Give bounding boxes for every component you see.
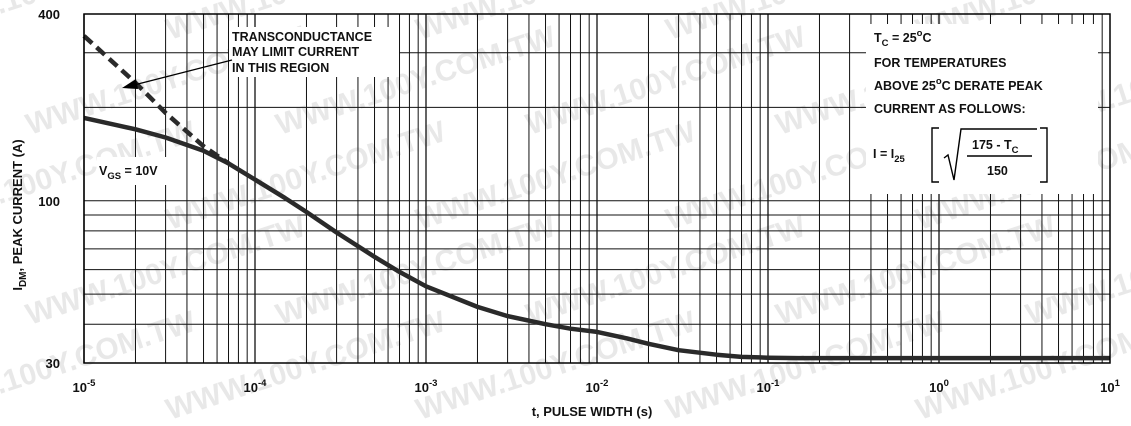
- x-tick-label: 10-3: [415, 378, 438, 395]
- plot-frame: [83, 13, 1111, 364]
- transconductance-annotation: TRANSCONDUCTANCE MAY LIMIT CURRENT IN TH…: [122, 27, 399, 89]
- x-tick-label: 10-2: [586, 378, 609, 395]
- svg-text:FOR TEMPERATURES: FOR TEMPERATURES: [874, 56, 1006, 70]
- y-tick-label: 30: [46, 356, 60, 371]
- peak-current-curve: [83, 115, 1110, 361]
- y-tick-label: 400: [38, 7, 60, 22]
- curves: [82, 34, 1110, 361]
- sqrt-sign: [943, 128, 1037, 181]
- x-tick-label: 100: [929, 378, 949, 395]
- arrowhead-icon: [122, 79, 138, 89]
- tick-labels: 10-5 10-4 10-3 10-2 10-1 100 101 400 100 30: [38, 7, 1120, 395]
- x-tick-label: 10-5: [73, 378, 97, 395]
- svg-text:CURRENT AS FOLLOWS:: CURRENT AS FOLLOWS:: [874, 102, 1026, 116]
- x-tick-label: 101: [1100, 378, 1120, 395]
- x-tick-label: 10-1: [757, 378, 781, 395]
- x-tick-label: 10-4: [244, 378, 268, 395]
- svg-text:VGS = 10V: VGS = 10V: [99, 164, 158, 182]
- svg-text:TC = 25oC: TC = 25oC: [874, 28, 932, 49]
- svg-text:MAY LIMIT CURRENT: MAY LIMIT CURRENT: [232, 45, 359, 59]
- left-bracket: [931, 127, 939, 183]
- dashed-transconductance-line: [82, 34, 230, 166]
- svg-text:150: 150: [987, 164, 1008, 178]
- svg-text:175 - TC: 175 - TC: [972, 138, 1019, 156]
- right-bracket: [1040, 127, 1048, 183]
- vgs-annotation: VGS = 10V: [97, 157, 179, 185]
- x-axis-title: t, PULSE WIDTH (s): [532, 404, 653, 419]
- annotation-arrow: [133, 59, 233, 86]
- y-tick-label: 100: [38, 194, 60, 209]
- derating-note: TC = 25oC FOR TEMPERATURES ABOVE 25oC DE…: [866, 24, 1098, 194]
- svg-text:IN THIS REGION: IN THIS REGION: [232, 61, 329, 75]
- svg-text:TRANSCONDUCTANCE: TRANSCONDUCTANCE: [232, 30, 372, 44]
- y-axis-title: IDM, PEAK CURRENT (A): [10, 139, 29, 290]
- derating-formula: I = I25 175 - TC 150: [873, 127, 1048, 183]
- svg-text:I = I25: I = I25: [873, 147, 905, 165]
- svg-text:ABOVE 25oC DERATE PEAK: ABOVE 25oC DERATE PEAK: [874, 76, 1043, 93]
